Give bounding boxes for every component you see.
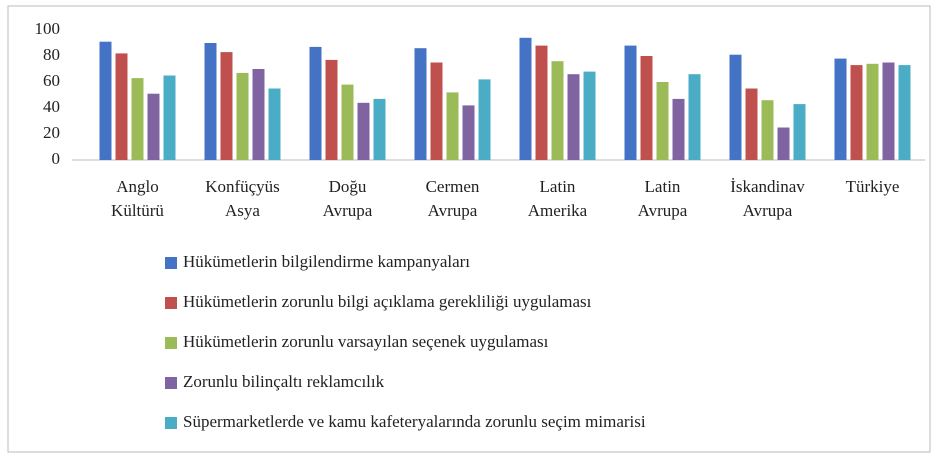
bar <box>688 74 701 160</box>
x-tick-label: Doğu Avrupa <box>323 177 373 220</box>
bar <box>850 65 863 160</box>
bar <box>656 82 669 160</box>
bar <box>640 56 653 160</box>
frame <box>7 5 931 453</box>
bar <box>624 45 637 160</box>
bar <box>462 105 475 160</box>
bar <box>761 100 774 160</box>
x-tick-label: Cermen Avrupa <box>426 177 480 220</box>
legend-label: Süpermarketlerde ve kamu kafeteryalarınd… <box>183 412 646 431</box>
bar <box>236 72 249 160</box>
x-tick-label: Konfüçyüs Asya <box>205 177 280 220</box>
bar <box>147 93 160 160</box>
bar <box>793 104 806 160</box>
bar <box>745 88 758 160</box>
bar <box>252 69 265 160</box>
legend-label: Hükümetlerin bilgilendirme kampanyaları <box>183 252 470 271</box>
legend-swatch <box>165 337 177 349</box>
bar <box>373 98 386 160</box>
bar <box>866 63 879 160</box>
legend-swatch <box>165 377 177 389</box>
legend-label: Hükümetlerin zorunlu bilgi açıklama gere… <box>183 292 592 311</box>
bar <box>204 43 217 160</box>
bar <box>898 65 911 160</box>
bar <box>115 53 128 160</box>
bar <box>882 62 895 160</box>
bar <box>325 59 338 160</box>
bar <box>834 58 847 160</box>
bar <box>430 62 443 160</box>
legend-label: Zorunlu bilinçaltı reklamcılık <box>183 372 385 391</box>
bar <box>99 41 112 161</box>
x-tick-label: Türkiye <box>846 177 900 196</box>
bar <box>268 88 281 160</box>
bar <box>672 98 685 160</box>
bar <box>777 127 790 160</box>
bar <box>446 92 459 160</box>
x-tick-label: İskandinav Avrupa <box>730 177 805 220</box>
y-tick-label: 0 <box>52 149 61 168</box>
x-tick-label: Anglo Kültürü <box>111 177 164 220</box>
bar <box>131 78 144 160</box>
legend-label: Hükümetlerin zorunlu varsayılan seçenek … <box>183 332 549 351</box>
y-tick-label: 40 <box>43 97 60 116</box>
x-tick-label: Latin Avrupa <box>638 177 688 220</box>
bar <box>309 46 322 160</box>
bar <box>414 48 427 161</box>
bar <box>551 61 564 161</box>
legend-swatch <box>165 257 177 269</box>
bar <box>220 52 233 160</box>
bar <box>357 102 370 160</box>
bar <box>583 71 596 160</box>
y-tick-label: 80 <box>43 45 60 64</box>
legend-swatch <box>165 417 177 429</box>
bar <box>478 79 491 160</box>
y-tick-label: 60 <box>43 71 60 90</box>
bar <box>729 54 742 161</box>
bar <box>163 75 176 160</box>
bar <box>535 45 548 160</box>
bar <box>341 84 354 160</box>
y-tick-label: 100 <box>35 19 61 38</box>
bar <box>567 74 580 160</box>
legend-swatch <box>165 297 177 309</box>
y-tick-label: 20 <box>43 123 60 142</box>
x-tick-label: Latin Amerika <box>528 177 588 220</box>
bar <box>519 37 532 160</box>
